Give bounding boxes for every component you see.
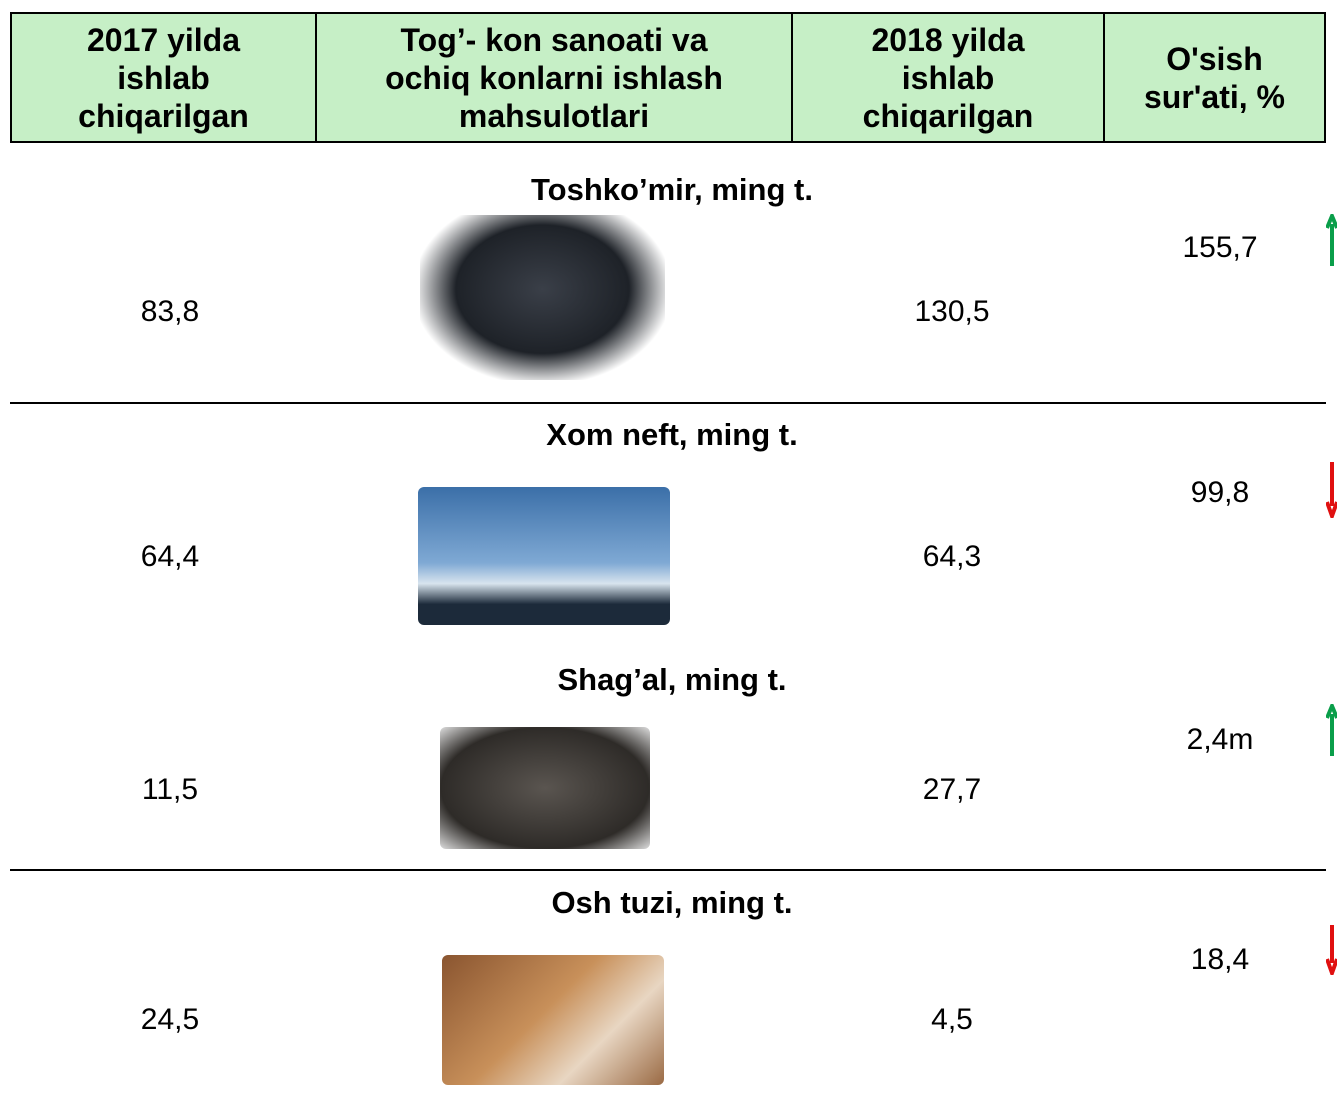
value-2017: 83,8 — [141, 295, 199, 329]
value-2017: 24,5 — [141, 1003, 199, 1037]
arrow-up — [1326, 704, 1337, 758]
arrow-down — [1326, 923, 1337, 975]
section-title: Shag’al, ming t. — [557, 662, 786, 698]
growth-rate: 18,4 — [1191, 943, 1249, 977]
row-divider — [10, 869, 1326, 871]
header-line: ishlab — [117, 59, 209, 97]
value-2018: 27,7 — [923, 773, 981, 807]
header-line: ishlab — [902, 59, 994, 97]
growth-rate: 155,7 — [1182, 231, 1257, 265]
section-title: Toshko’mir, ming t. — [531, 172, 813, 208]
header-line: chiqarilgan — [78, 97, 249, 135]
arrow-down — [1326, 460, 1337, 518]
page: 2017 yildaishlabchiqarilgan Tog’- kon sa… — [0, 0, 1337, 1099]
growth-rate: 2,4m — [1187, 723, 1254, 757]
header-line: O'sish — [1166, 40, 1263, 78]
gravel-image — [440, 727, 650, 849]
header-line: chiqarilgan — [863, 97, 1034, 135]
coal-image — [420, 215, 665, 380]
header-line: 2017 yilda — [87, 21, 240, 59]
value-2017: 64,4 — [141, 540, 199, 574]
value-2018: 64,3 — [923, 540, 981, 574]
value-2018: 130,5 — [914, 295, 989, 329]
salt-image — [442, 955, 664, 1085]
arrow-up — [1326, 214, 1337, 268]
header-line: 2018 yilda — [872, 21, 1025, 59]
section-title: Xom neft, ming t. — [546, 417, 797, 453]
header-line: mahsulotlari — [459, 97, 649, 135]
section-title: Osh tuzi, ming t. — [551, 885, 792, 921]
growth-rate: 99,8 — [1191, 476, 1249, 510]
oil-pump-image — [418, 487, 670, 625]
value-2017: 11,5 — [142, 773, 198, 807]
header-line: sur'ati, % — [1144, 78, 1285, 116]
header-line: ochiq konlarni ishlash — [385, 59, 723, 97]
value-2018: 4,5 — [931, 1003, 973, 1037]
header-line: Tog’- kon sanoati va — [401, 21, 708, 59]
row-divider — [10, 402, 1326, 404]
